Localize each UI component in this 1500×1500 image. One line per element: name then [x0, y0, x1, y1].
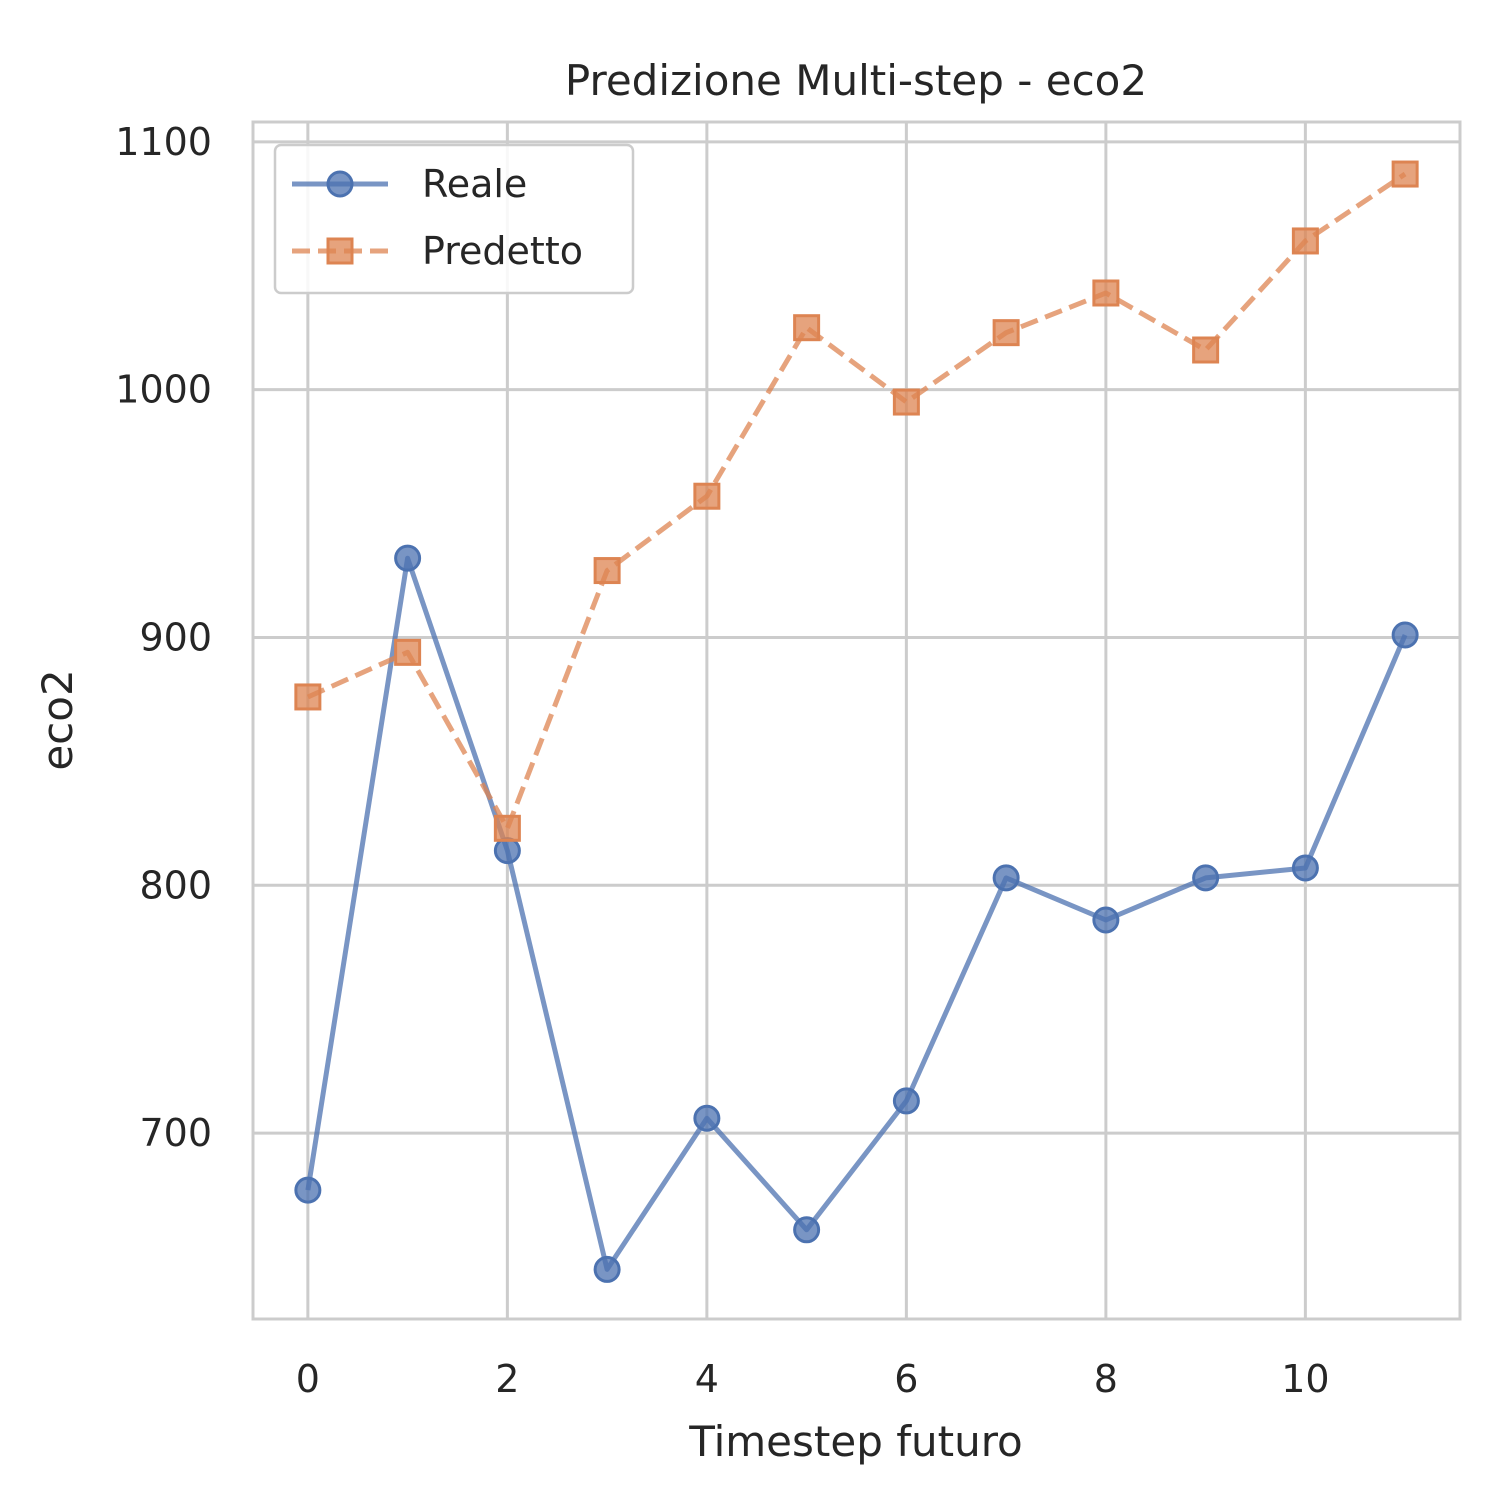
data-point-reale [892, 1087, 920, 1115]
y-tick-label: 700 [139, 1111, 212, 1155]
legend-items: Reale Predetto [292, 162, 583, 273]
x-tick-label: 0 [296, 1357, 320, 1401]
y-axis-title: eco2 [33, 669, 82, 770]
x-tick-label: 10 [1281, 1357, 1329, 1401]
data-point-reale [1092, 906, 1120, 934]
y-tick-label: 1100 [115, 120, 212, 164]
y-tick-label: 800 [139, 863, 212, 907]
x-axis-title: Timestep futuro [688, 1417, 1023, 1466]
series-line-reale [305, 555, 1408, 1272]
y-tick-label: 1000 [115, 368, 212, 412]
legend-marker-reale [326, 170, 354, 198]
legend-label-predetto: Predetto [422, 229, 583, 273]
series-line-predetto [306, 171, 1407, 831]
legend-item-reale: Reale [292, 162, 527, 206]
data-point-reale [793, 1216, 821, 1244]
plot-frame [251, 120, 1462, 1321]
series-predetto [294, 160, 1419, 842]
y-tick-labels: 700 800 900 1000 1100 [115, 120, 212, 1155]
x-tick-label: 4 [695, 1357, 719, 1401]
data-point-reale [493, 837, 521, 865]
data-point-predetto [593, 557, 621, 585]
data-point-reale [294, 1176, 322, 1204]
data-point-predetto [1092, 279, 1120, 307]
data-point-predetto [693, 482, 721, 510]
legend: Reale Predetto [273, 143, 635, 295]
legend-marker-predetto [326, 237, 354, 265]
data-point-predetto [394, 638, 422, 666]
legend-label-reale: Reale [422, 162, 527, 206]
y-tick-label: 900 [139, 615, 212, 659]
data-point-predetto [1192, 336, 1220, 364]
data-point-reale [1391, 621, 1419, 649]
data-point-reale [693, 1104, 721, 1132]
gridlines [253, 122, 1460, 1319]
chart-title: Predizione Multi-step - eco2 [565, 56, 1147, 105]
data-point-predetto [793, 314, 821, 342]
series-layer [294, 160, 1419, 1283]
data-point-reale [1192, 864, 1220, 892]
data-point-predetto [892, 388, 920, 416]
x-tick-labels: 0 2 4 6 8 10 [296, 1357, 1330, 1401]
data-point-predetto [493, 814, 521, 842]
data-point-predetto [992, 319, 1020, 347]
data-point-predetto [1291, 227, 1319, 255]
data-point-reale [394, 544, 422, 572]
legend-item-predetto: Predetto [292, 229, 583, 273]
data-point-predetto [294, 683, 322, 711]
data-point-predetto [1391, 160, 1419, 188]
data-point-reale [992, 864, 1020, 892]
data-point-reale [593, 1255, 621, 1283]
x-tick-label: 8 [1094, 1357, 1118, 1401]
series-reale [294, 544, 1419, 1283]
data-point-reale [1291, 854, 1319, 882]
x-tick-label: 2 [495, 1357, 519, 1401]
x-tick-label: 6 [894, 1357, 918, 1401]
